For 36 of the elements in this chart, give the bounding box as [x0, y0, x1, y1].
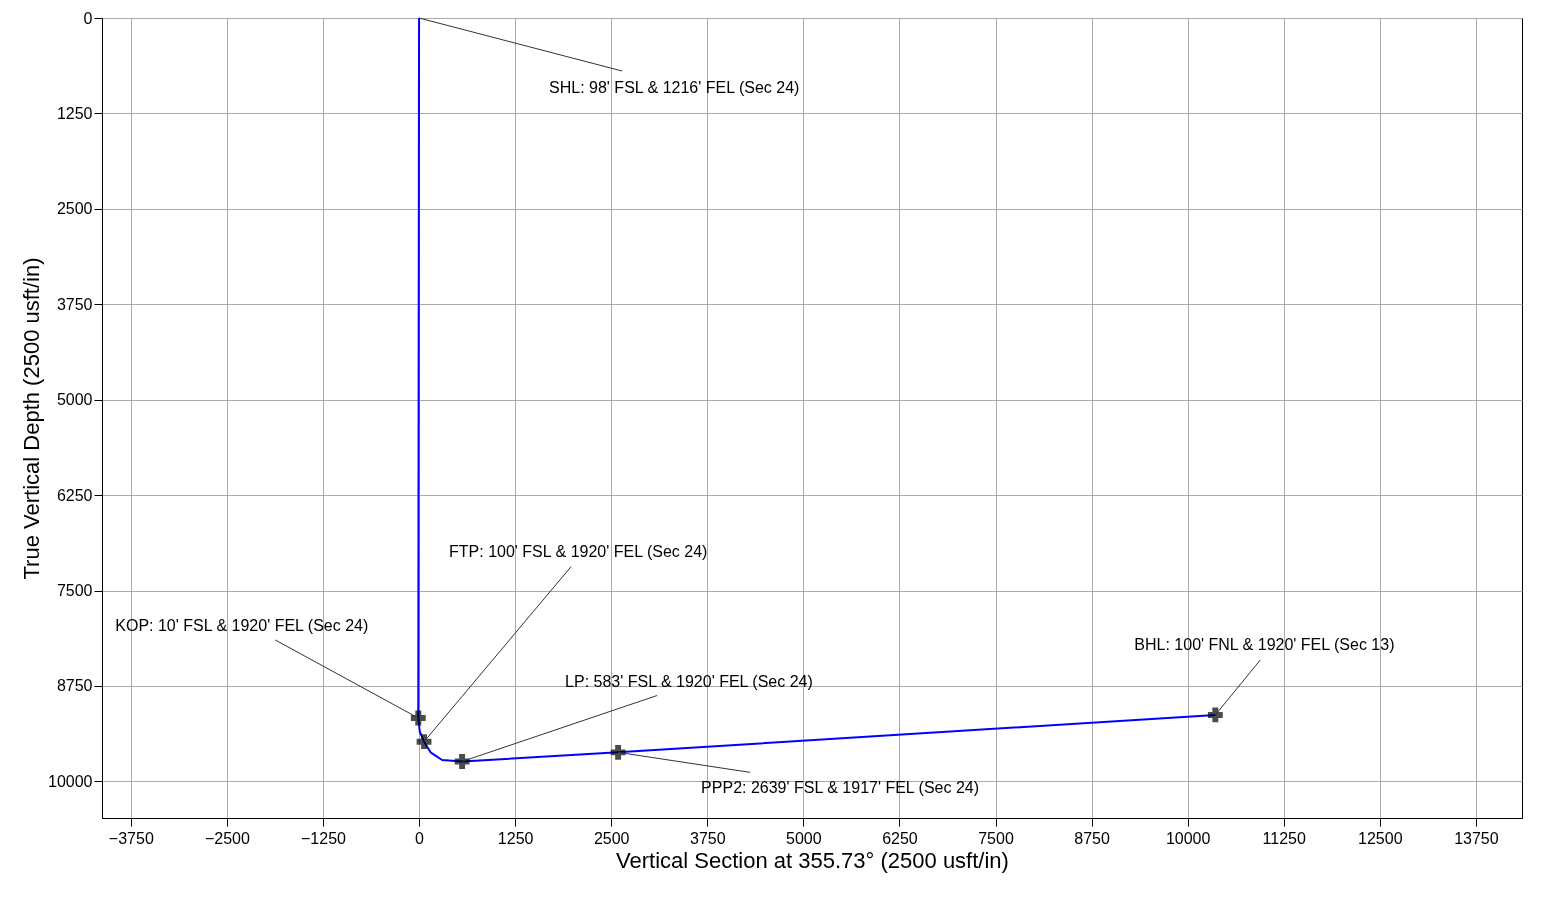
annotation: LP: 583' FSL & 1920' FEL (Sec 24)	[565, 672, 813, 690]
y-tick-label: 1250	[56, 104, 93, 122]
x-tick-label: 6250	[882, 829, 918, 847]
x-tick-label: 5000	[786, 829, 822, 847]
y-tick-label: 0	[83, 9, 93, 27]
annotation: KOP: 10' FSL & 1920' FEL (Sec 24)	[115, 617, 369, 634]
x-tick-label: −2500	[204, 829, 250, 847]
y-tick-label: 10000	[48, 772, 93, 790]
point	[410, 710, 426, 726]
y-tick-label: 6250	[56, 486, 93, 504]
x-tick-label: 2500	[593, 829, 630, 847]
y-tick-label: 5000	[56, 391, 93, 409]
x-tick-label: 10000	[1165, 829, 1211, 847]
x-tick-label: 11250	[1262, 829, 1306, 847]
y-axis-title: True Vertical Depth (2500 usft/in)	[19, 257, 45, 580]
annotation: FTP: 100' FSL & 1920' FEL (Sec 24)	[449, 542, 708, 560]
x-tick-label: −1250	[301, 829, 347, 847]
annotation: BHL: 100' FNL & 1920' FEL (Sec 13)	[1134, 635, 1395, 653]
x-axis-title: Vertical Section at 355.73° (2500 usft/in)	[616, 847, 1009, 873]
x-tick-label: 7500	[978, 829, 1014, 847]
point	[610, 744, 626, 760]
x-tick-label: 3750	[689, 829, 726, 847]
point	[416, 734, 432, 750]
y-tick-label: 3750	[56, 295, 93, 313]
y-tick-label: 7500	[56, 582, 93, 600]
x-tick-label: 0	[415, 829, 425, 847]
x-tick-label: 12500	[1358, 829, 1403, 847]
annotation: SHL: 98' FSL & 1216' FEL (Sec 24)	[549, 79, 800, 96]
y-tick-label: 2500	[56, 200, 93, 218]
x-tick-label: 1250	[497, 829, 534, 847]
annotation: PPP2: 2639' FSL & 1917' FEL (Sec 24)	[701, 779, 980, 797]
point	[1207, 707, 1223, 723]
y-tick-label: 8750	[56, 677, 93, 695]
x-tick-label: −3750	[108, 829, 154, 847]
x-tick-label: 8750	[1074, 829, 1110, 847]
x-tick-label: 13750	[1454, 829, 1499, 847]
